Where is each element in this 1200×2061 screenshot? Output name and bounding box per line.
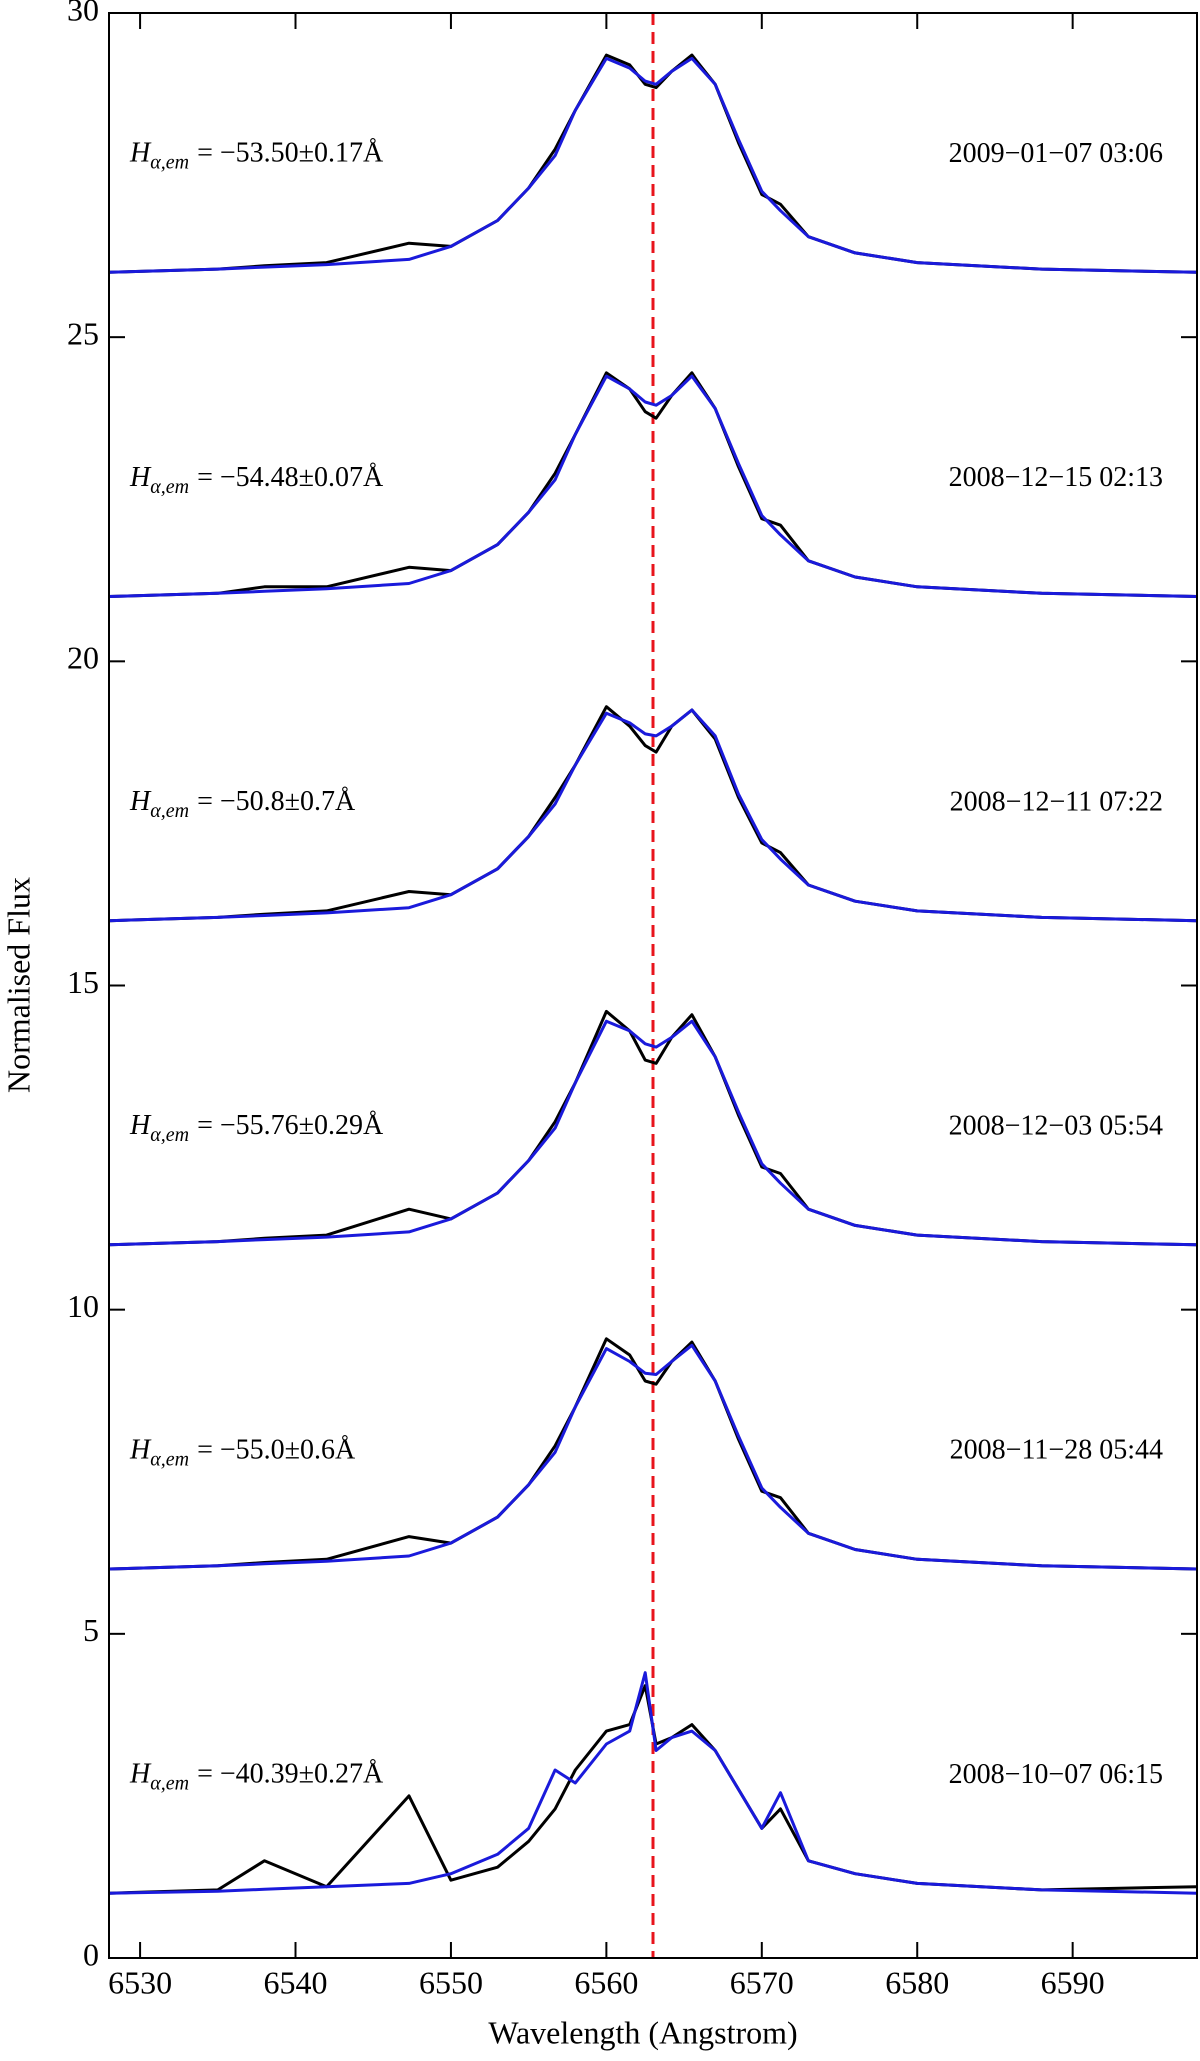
x-axis-label: Wavelength (Angstrom) [488, 2014, 797, 2050]
spectrum-line [108, 1671, 1198, 1895]
ew-symbol: H [129, 138, 152, 169]
ew-symbol: H [129, 1111, 152, 1142]
x-tick-label: 6530 [108, 1964, 172, 2000]
x-tick-label: 6540 [264, 1964, 328, 2000]
x-tick-label: 6590 [1041, 1964, 1105, 2000]
ew-label: Hα,em = −55.0±0.6Å [129, 1435, 356, 1470]
date-label: 2008−11−28 05:44 [950, 1435, 1163, 1466]
x-tick-label: 6580 [885, 1964, 949, 2000]
ew-subscript: α,em [150, 1772, 189, 1794]
x-tick-label: 6550 [419, 1964, 483, 2000]
spectrum-line [108, 1019, 1198, 1247]
ew-subscript: α,em [150, 800, 189, 822]
date-label: 2008−12−03 05:54 [949, 1111, 1163, 1142]
ew-label: Hα,em = −55.76±0.29Å [129, 1111, 384, 1146]
spectrum-line [108, 374, 1198, 598]
ew-value: = −54.48±0.07Å [197, 462, 384, 493]
x-tick-label: 6570 [730, 1964, 794, 2000]
ew-value: = −55.76±0.29Å [197, 1111, 384, 1142]
ew-label: Hα,em = −54.48±0.07Å [129, 462, 384, 497]
ew-symbol: H [129, 786, 152, 817]
ew-label: Hα,em = −40.39±0.27Å [129, 1759, 384, 1794]
ew-value: = −50.8±0.7Å [197, 786, 356, 817]
date-label: 2009−01−07 03:06 [949, 138, 1163, 169]
date-label: 2008−10−07 06:15 [949, 1759, 1163, 1790]
y-tick-label: 10 [67, 1288, 99, 1324]
date-label: 2008−12−11 07:22 [950, 786, 1163, 817]
y-tick-label: 5 [83, 1612, 99, 1648]
ew-label: Hα,em = −53.50±0.17Å [129, 138, 384, 173]
ew-value: = −53.50±0.17Å [197, 138, 384, 169]
ew-subscript: α,em [150, 1124, 189, 1146]
ew-value: = −55.0±0.6Å [197, 1435, 356, 1466]
y-axis-label: Normalised Flux [0, 877, 36, 1093]
ew-symbol: H [129, 1435, 152, 1466]
y-tick-label: 30 [67, 0, 99, 27]
x-tick-label: 6560 [574, 1964, 638, 2000]
y-tick-label: 0 [83, 1936, 99, 1972]
ew-subscript: α,em [150, 1448, 189, 1470]
ew-subscript: α,em [150, 475, 189, 497]
spectrum-line [108, 1343, 1198, 1571]
ew-symbol: H [129, 1759, 152, 1790]
spectrum-line [108, 56, 1198, 274]
y-tick-label: 25 [67, 316, 99, 352]
ew-value: = −40.39±0.27Å [197, 1759, 384, 1790]
ew-label: Hα,em = −50.8±0.7Å [129, 786, 356, 821]
spectrum-line [108, 708, 1198, 923]
ew-symbol: H [129, 462, 152, 493]
y-tick-label: 20 [67, 640, 99, 676]
ew-subscript: α,em [150, 151, 189, 173]
date-label: 2008−12−15 02:13 [949, 462, 1163, 493]
y-tick-label: 15 [67, 964, 99, 1000]
